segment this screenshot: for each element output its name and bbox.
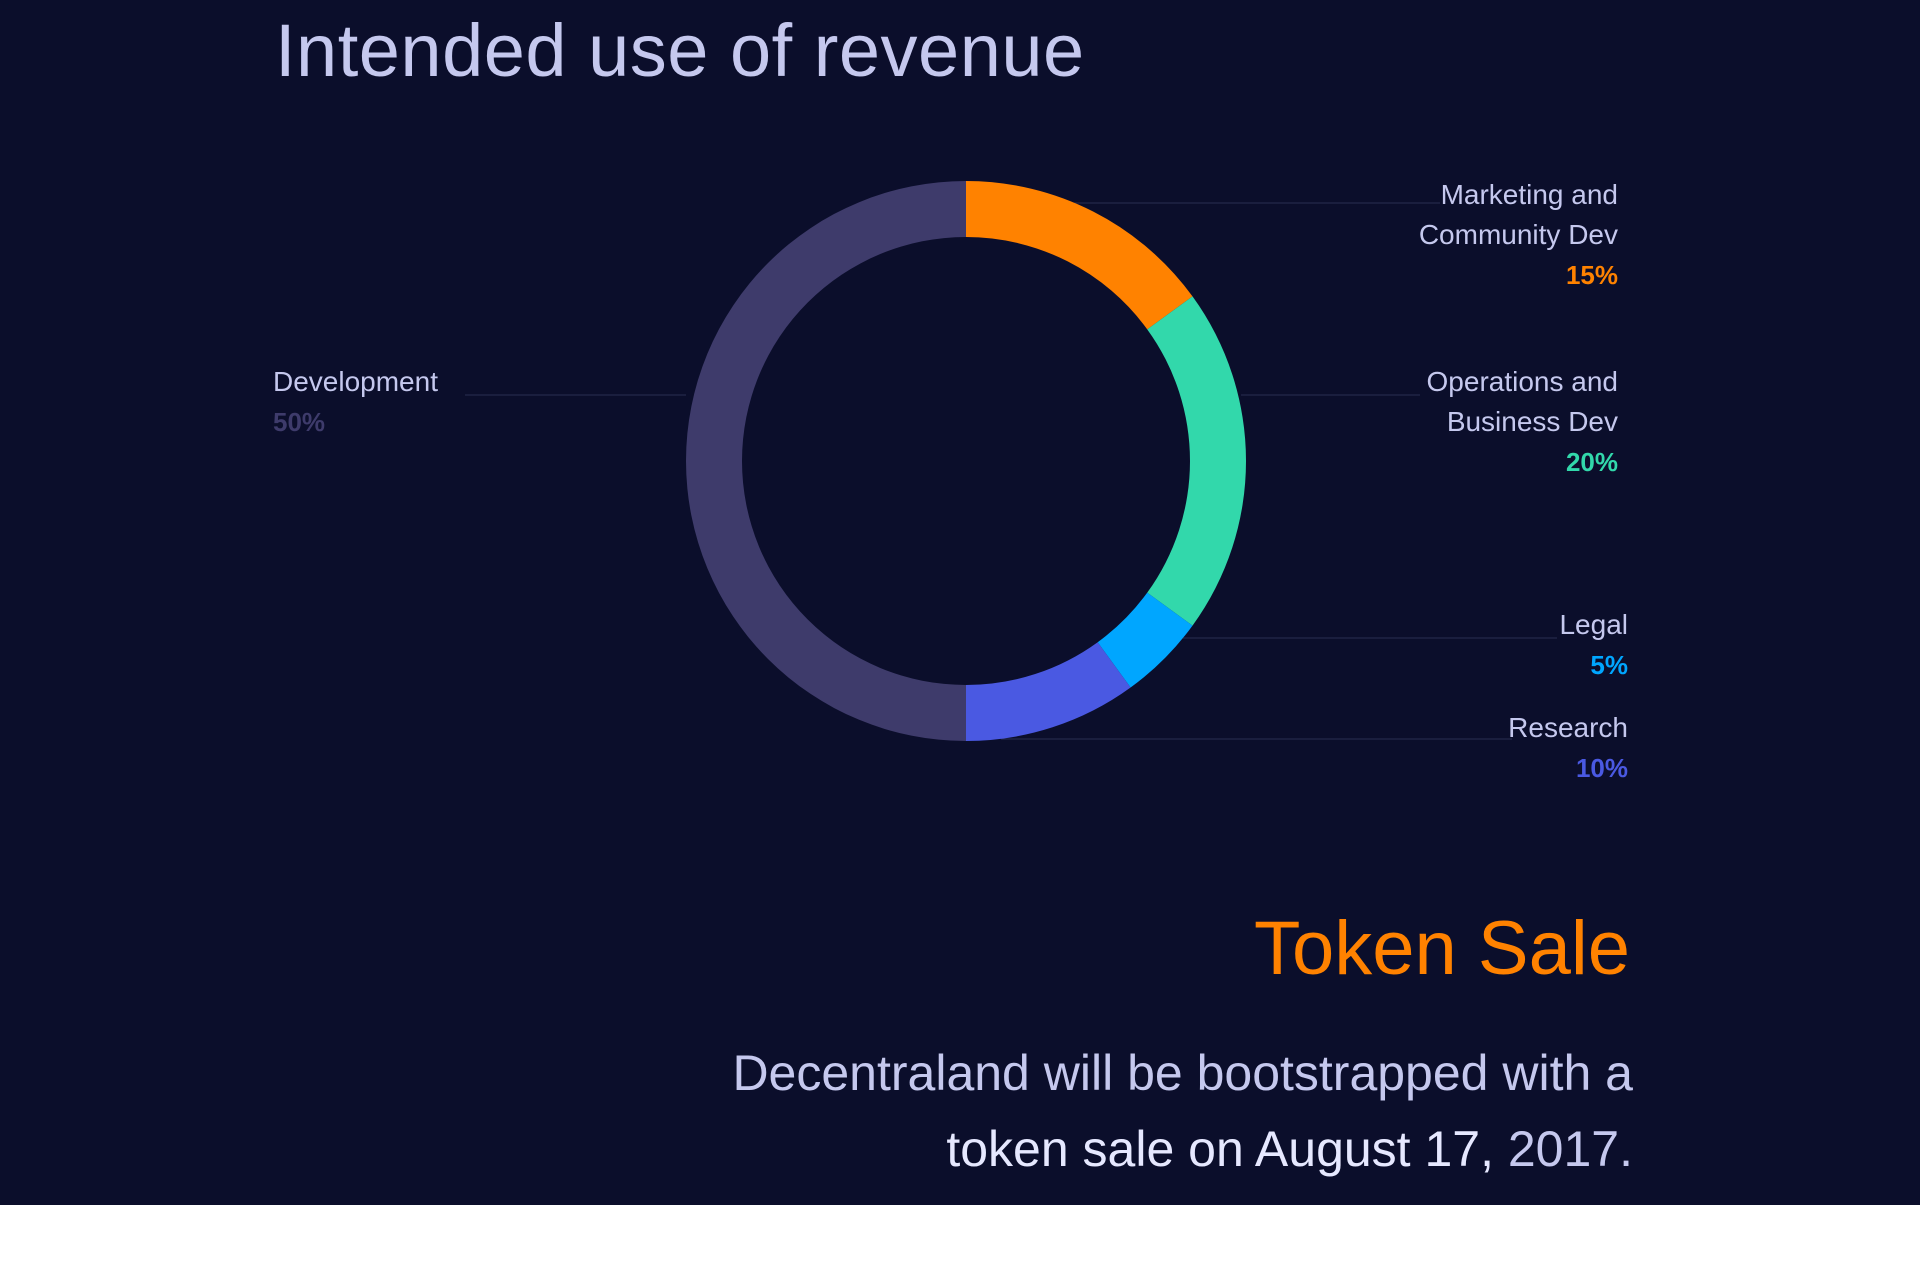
- label-research-value: 10%: [1575, 753, 1628, 783]
- donut-slice-operations-and-business-dev: [1147, 296, 1246, 626]
- token-sale-line1: Decentraland will be bootstrapped with a: [732, 1045, 1633, 1101]
- token-sale-date: token sale on August 17,: [946, 1121, 1494, 1177]
- label-legal-line1: Legal: [1559, 609, 1628, 640]
- token-sale-year: 2017.: [1493, 1121, 1633, 1177]
- label-marketing-line2: Community Dev: [1418, 219, 1618, 250]
- label-research: Research 10%: [1508, 708, 1628, 788]
- label-operations: Operations and Business Dev 20%: [1427, 362, 1618, 482]
- label-operations-line2: Business Dev: [1446, 406, 1618, 437]
- donut-slice-development: [686, 181, 966, 741]
- label-research-line1: Research: [1508, 712, 1628, 743]
- donut-slice-marketing-and-community-dev: [966, 181, 1193, 330]
- token-sale-heading: Token Sale: [1253, 906, 1630, 991]
- label-operations-line1: Operations and: [1426, 366, 1618, 397]
- label-development: Development 50%: [273, 362, 438, 442]
- page-title: Intended use of revenue: [275, 9, 1085, 92]
- donut-slice-legal: [1097, 592, 1193, 688]
- label-operations-value: 20%: [1565, 447, 1618, 477]
- label-marketing: Marketing and Community Dev 15%: [1419, 175, 1618, 295]
- label-development-line1: Development: [273, 366, 438, 397]
- label-legal: Legal 5%: [1559, 605, 1628, 685]
- revenue-section: Intended use of revenue Marketing and Co…: [0, 0, 1920, 1205]
- label-marketing-value: 15%: [1565, 260, 1618, 290]
- label-development-value: 50%: [273, 407, 326, 437]
- leader-lines: [465, 202, 1557, 740]
- revenue-donut-chart: [465, 181, 1557, 741]
- label-marketing-line1: Marketing and: [1440, 179, 1618, 210]
- token-sale-text: Decentraland will be bootstrapped with a…: [732, 1035, 1633, 1187]
- donut-slices: [686, 181, 1246, 741]
- label-legal-value: 5%: [1590, 650, 1628, 680]
- donut-slice-research: [966, 642, 1131, 741]
